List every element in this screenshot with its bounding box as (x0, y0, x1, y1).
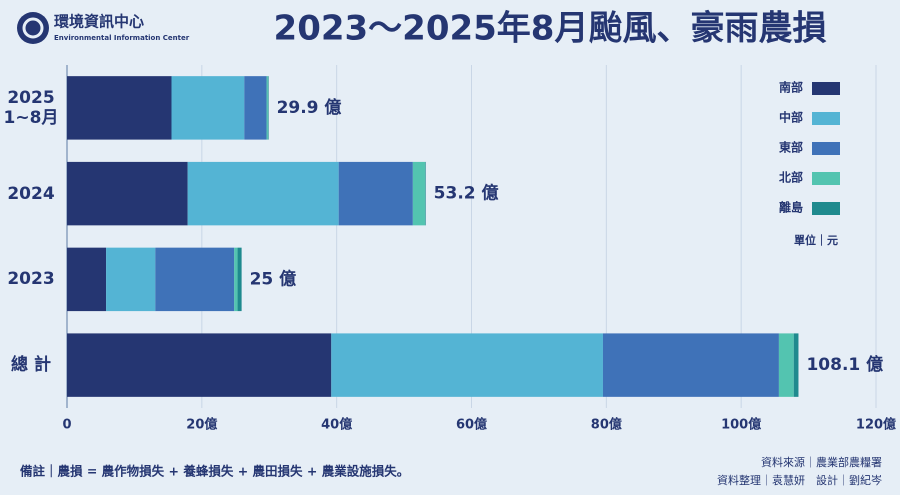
x-tick-label: 40億 (321, 417, 352, 433)
source: 資料來源｜農業部農糧署 (761, 455, 882, 469)
bar-segment (424, 161, 426, 226)
bar-segment (778, 333, 794, 397)
bar-segment (67, 161, 188, 226)
bar-segment (67, 76, 172, 140)
bar-segment (67, 247, 107, 312)
y-tick-label: 2024 (7, 183, 55, 204)
logo-mark (22, 17, 44, 39)
legend-swatch (812, 112, 840, 125)
y-tick-label: 2023 (7, 269, 55, 290)
org-name-en: Environmental Information Center (54, 34, 190, 42)
legend-label: 離島 (779, 200, 803, 215)
x-tick-label: 80億 (591, 417, 622, 433)
bar-segment (171, 76, 245, 140)
legend-label: 中部 (779, 110, 803, 125)
footnote: 備註｜農損 = 農作物損失 + 養蜂損失 + 農田損失 + 農業設施損失。 (20, 464, 409, 479)
legend-label: 東部 (779, 140, 803, 155)
legend-label: 南部 (779, 80, 803, 95)
legend-label: 北部 (779, 170, 803, 185)
bar-segment (412, 161, 425, 226)
x-tick-label: 100億 (721, 417, 761, 433)
legend-swatch (812, 82, 840, 95)
logo (17, 12, 49, 44)
x-tick-label: 120億 (856, 417, 896, 433)
bar-segment (67, 333, 332, 397)
bar-segment (338, 161, 413, 226)
bar-segment (266, 76, 268, 140)
x-tick-label: 20億 (186, 417, 217, 433)
unit-label: 單位｜元 (794, 233, 838, 247)
y-tick-label: 總 計 (11, 355, 51, 376)
credits: 資料整理｜袁慧妍 設計｜劉紀岑 (717, 473, 882, 487)
bar-segment (331, 333, 603, 397)
y-tick-label: 2025 1~8月 (3, 87, 59, 128)
total-label: 108.1 億 (806, 354, 883, 375)
legend-swatch (812, 172, 840, 185)
total-label: 25 億 (250, 268, 297, 289)
bar-segment (187, 161, 339, 226)
bar-segment (237, 247, 242, 312)
org-name: 環境資訊中心 (54, 13, 144, 31)
bar-segment (155, 247, 235, 312)
total-label: 53.2 億 (434, 183, 499, 204)
legend-swatch (812, 202, 840, 215)
x-tick-label: 0 (62, 418, 71, 433)
bar-segment (106, 247, 156, 312)
bar-segment (267, 76, 269, 140)
bar-segment (234, 247, 238, 312)
bar-segment (602, 333, 779, 397)
x-tick-label: 60億 (456, 417, 487, 433)
bar-segment (793, 333, 799, 397)
chart-title: 2023～2025年8月颱風、豪雨農損 (274, 9, 827, 49)
legend-swatch (812, 142, 840, 155)
total-label: 29.9 億 (277, 97, 342, 118)
bar-segment (244, 76, 267, 140)
